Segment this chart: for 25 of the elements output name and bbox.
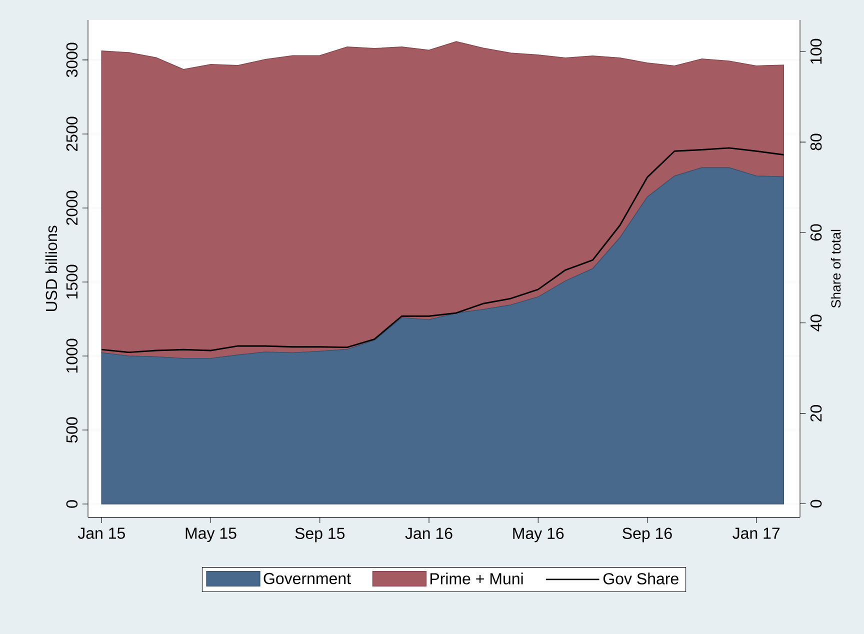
y2-axis-title: Share of total: [830, 230, 841, 308]
y2-tick-label: 60: [810, 224, 822, 241]
y-tick-label: 1500: [66, 264, 78, 299]
y-tick-label: 0: [66, 500, 78, 508]
legend-label: Gov Share: [603, 572, 678, 584]
y2-tick-label: 80: [810, 134, 822, 150]
x-tick-label: Jan 15: [78, 528, 125, 539]
y2-tick-label: 40: [810, 314, 822, 332]
y2-tick-label: 0: [810, 500, 822, 508]
y-tick-label: 3000: [66, 42, 78, 78]
y-tick-label: 1000: [66, 338, 78, 373]
legend-label: Prime + Muni: [430, 572, 523, 584]
x-tick-label: Jan 16: [405, 528, 452, 540]
y2-tick-label: 20: [810, 405, 822, 422]
y-axis-title: USD billions: [45, 226, 58, 311]
x-tick-label: May 15: [186, 528, 236, 542]
x-tick-label: Jan 17: [732, 528, 780, 539]
y-tick-label: 2500: [66, 116, 78, 151]
x-tick-label: Sep 15: [295, 528, 345, 542]
legend-label: Government: [264, 572, 351, 584]
x-tick-label: Sep 16: [622, 528, 672, 542]
y-tick-label: 2000: [66, 190, 78, 225]
y-tick-label: 500: [66, 417, 78, 443]
x-tick-label: May 16: [513, 528, 564, 542]
y2-tick-label: 100: [810, 38, 822, 64]
